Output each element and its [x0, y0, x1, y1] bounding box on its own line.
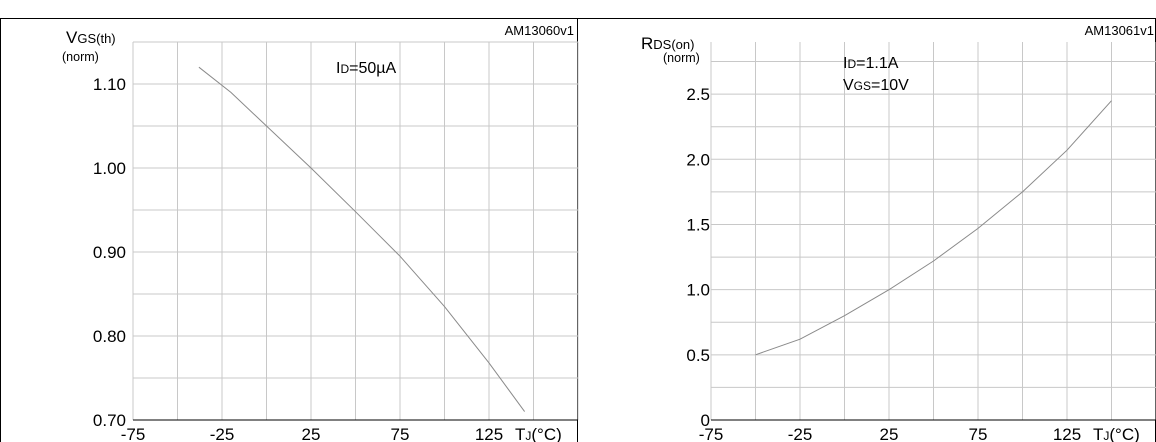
- vgs-ytick-label: 0.70: [93, 411, 126, 430]
- rds-ytick-label: 2.5: [686, 85, 710, 104]
- vgs-ytick-label: 0.80: [93, 327, 126, 346]
- vgs-ref-code: AM13060v1: [505, 23, 574, 38]
- vgs-xtick-label: -25: [210, 425, 235, 442]
- rds-xtick-label: 25: [880, 425, 899, 442]
- rds-ytick-label: 0: [701, 411, 710, 430]
- header-strip: [0, 0, 1156, 18]
- rds-ytick-label: 1.5: [686, 215, 710, 234]
- rds-xtick-label: -25: [788, 425, 813, 442]
- rds-xtick-label: 75: [969, 425, 988, 442]
- vgs-curve: [198, 66, 526, 412]
- vgs-xtick-label: 75: [391, 425, 410, 442]
- vgs-ytick-label: 1.00: [93, 159, 126, 178]
- rds-xtick-label: 125: [1053, 425, 1081, 442]
- vgs-xtick-label: 25: [302, 425, 321, 442]
- rds-ytick-label: 2.0: [686, 150, 710, 169]
- vgs-ytick-label: 0.90: [93, 243, 126, 262]
- vgs-condition-label: ID=50µA: [336, 60, 396, 77]
- rds-ylabel: RDS(on): [641, 34, 694, 53]
- rds-curve: [755, 100, 1112, 356]
- vgs-xtick-label: -75: [121, 425, 146, 442]
- rds-condition2-label: VGS=10V: [843, 77, 909, 94]
- vgs-ylabel-unit: (norm): [62, 50, 99, 64]
- vgs-xtick-label: 125: [475, 425, 503, 442]
- rds-xtick-label: -75: [699, 425, 724, 442]
- rds-ytick-label: 0.5: [686, 346, 710, 365]
- vgs-ylabel: VGS(th): [66, 28, 116, 47]
- rds-ref-code: AM13061v1: [1085, 23, 1154, 38]
- vgs-xlabel: TJ(°C): [515, 425, 562, 442]
- rds-condition-label: ID=1.1A: [843, 55, 899, 72]
- rds-ytick-label: 1.0: [686, 281, 710, 300]
- rds-xlabel: TJ(°C): [1093, 425, 1140, 442]
- rds-ylabel-unit: (norm): [663, 51, 700, 65]
- vgs-ytick-label: 1.10: [93, 75, 126, 94]
